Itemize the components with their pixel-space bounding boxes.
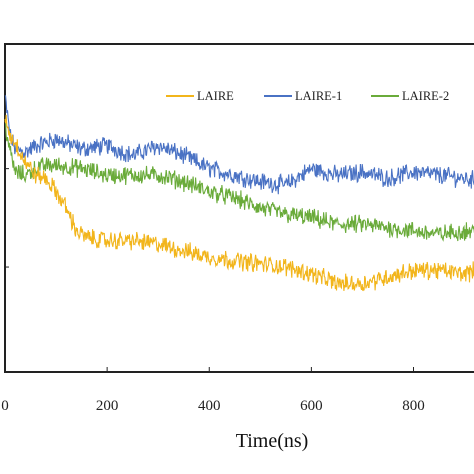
legend-label-laire: LAIRE — [197, 89, 234, 103]
series-line-laire — [4, 114, 474, 292]
x-tick-label: 200 — [96, 398, 119, 414]
series-layer — [4, 95, 474, 292]
legend-label-laire-2: LAIRE-2 — [402, 89, 449, 103]
series-line-laire-2 — [4, 120, 474, 242]
x-tick-label: 400 — [198, 398, 221, 414]
x-tick-layer: 0 200 400 600 800 — [1, 168, 425, 414]
legend-label-laire-1: LAIRE-1 — [295, 89, 342, 103]
plot-frame — [4, 43, 474, 373]
x-tick-label: 800 — [402, 398, 425, 414]
x-axis-title: Time(ns) — [236, 430, 309, 452]
legend: LAIRE LAIRE-1 LAIRE-2 — [166, 89, 449, 103]
series-line-laire-1 — [4, 95, 474, 195]
x-tick-label: 600 — [300, 398, 323, 414]
x-tick-label: 0 — [1, 398, 9, 414]
